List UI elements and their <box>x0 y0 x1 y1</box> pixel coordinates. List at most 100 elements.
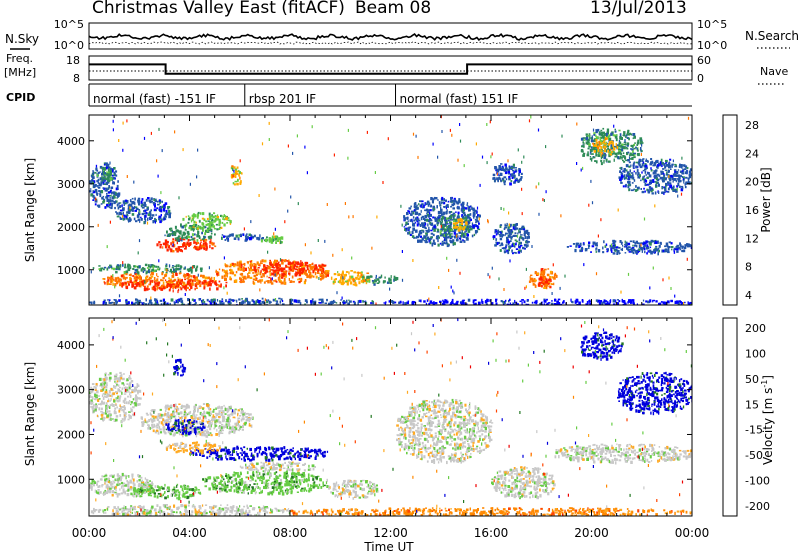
data-cell <box>475 232 477 235</box>
data-cell <box>618 252 620 255</box>
data-cell <box>131 286 134 288</box>
data-cell <box>517 232 519 235</box>
data-cell <box>140 218 143 221</box>
data-cell <box>649 299 652 303</box>
data-cell <box>596 242 598 245</box>
data-cell <box>95 403 98 407</box>
data-cell <box>465 218 468 221</box>
data-cell <box>110 186 114 189</box>
noise-cell <box>580 168 582 172</box>
data-cell <box>495 298 498 301</box>
data-cell <box>423 300 426 303</box>
data-cell <box>150 271 154 275</box>
data-cell <box>176 238 179 242</box>
data-cell <box>96 390 99 394</box>
data-cell <box>319 268 322 271</box>
data-cell <box>679 244 682 247</box>
data-cell <box>512 302 515 305</box>
data-cell <box>623 246 626 248</box>
data-cell <box>225 281 228 284</box>
data-cell <box>425 232 428 235</box>
data-cell <box>147 217 149 221</box>
data-cell <box>420 204 422 208</box>
noise-cell <box>428 297 430 301</box>
data-cell <box>433 228 436 232</box>
data-cell <box>154 288 157 292</box>
data-cell <box>134 283 137 285</box>
noise-cell <box>452 289 454 293</box>
data-cell <box>664 250 668 253</box>
data-cell <box>137 214 140 217</box>
data-cell <box>134 197 136 201</box>
data-cell <box>108 390 111 394</box>
data-cell <box>451 240 454 244</box>
data-cell <box>190 227 192 231</box>
colorbar-tick-label: 28 <box>745 119 759 132</box>
data-cell <box>636 144 639 146</box>
data-cell <box>500 179 502 182</box>
data-cell <box>457 216 460 219</box>
data-cell <box>172 231 174 235</box>
data-cell <box>413 301 416 304</box>
data-cell <box>604 149 606 153</box>
data-cell <box>164 202 168 205</box>
data-cell <box>323 271 326 274</box>
data-cell <box>271 272 273 276</box>
data-cell <box>623 141 627 144</box>
noise-cell <box>597 234 599 238</box>
noise-cell <box>523 155 525 159</box>
data-cell <box>251 263 254 266</box>
data-cell <box>111 301 114 304</box>
data-cell <box>311 298 314 301</box>
data-cell <box>525 240 527 244</box>
data-cell <box>545 283 548 287</box>
data-cell <box>432 239 435 243</box>
data-cell <box>553 303 557 305</box>
data-cell <box>170 285 172 289</box>
data-cell <box>112 176 115 180</box>
data-cell <box>408 207 412 210</box>
data-cell <box>230 277 232 281</box>
data-cell <box>658 250 660 253</box>
data-cell <box>378 280 381 283</box>
data-cell <box>649 246 652 249</box>
data-cell <box>458 199 461 204</box>
data-cell <box>221 300 224 303</box>
noise-cell <box>174 130 176 134</box>
data-cell <box>644 190 646 193</box>
data-cell <box>242 266 245 270</box>
data-cell <box>620 144 623 148</box>
data-cell <box>185 245 187 248</box>
data-cell <box>413 209 416 212</box>
data-cell <box>268 300 271 304</box>
data-cell <box>633 170 635 173</box>
data-cell <box>135 281 138 285</box>
data-cell <box>204 232 207 236</box>
data-cell <box>687 178 690 182</box>
data-cell <box>229 263 233 266</box>
data-cell <box>110 265 113 269</box>
data-cell <box>164 241 167 244</box>
data-cell <box>664 169 668 172</box>
data-cell <box>119 386 121 389</box>
noise-cell <box>440 224 442 228</box>
data-cell <box>371 302 375 305</box>
data-cell <box>270 239 273 242</box>
data-cell <box>250 262 253 265</box>
data-cell <box>582 154 585 157</box>
data-cell <box>655 169 658 172</box>
data-cell <box>595 150 598 154</box>
data-cell <box>348 299 350 302</box>
data-cell <box>350 270 353 272</box>
data-cell <box>109 302 112 304</box>
data-cell <box>151 214 155 217</box>
data-cell <box>135 301 138 304</box>
data-cell <box>462 209 465 213</box>
beam-label: Beam 08 <box>355 0 431 18</box>
data-cell <box>591 135 593 139</box>
data-cell <box>503 247 506 250</box>
data-cell <box>655 248 659 252</box>
data-cell <box>353 301 356 305</box>
data-cell <box>563 300 565 304</box>
noise-cell <box>507 159 509 163</box>
